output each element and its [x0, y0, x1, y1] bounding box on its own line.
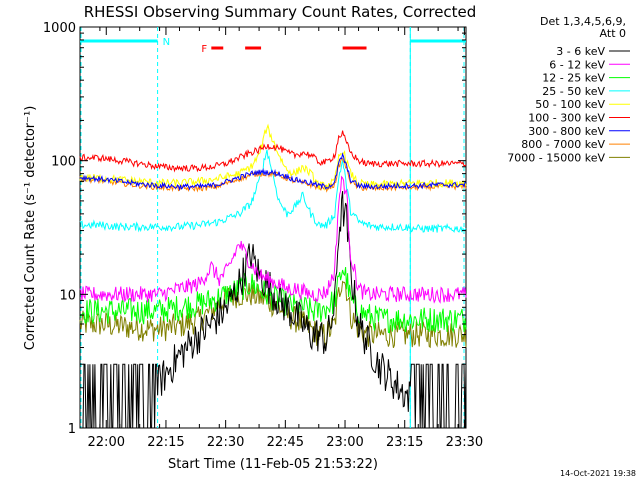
legend-label: 100 - 300 keV: [528, 112, 605, 125]
x-axis-label: Start Time (11-Feb-05 21:53:22): [168, 457, 378, 472]
x-tick-label: 23:30: [446, 435, 483, 450]
x-tick-label: 22:30: [207, 435, 244, 450]
series-line-3-6-kev: [80, 191, 467, 429]
legend-header: Att 0: [600, 27, 626, 40]
plot-border: [79, 26, 467, 429]
series-line-7000-15000-kev: [79, 280, 467, 349]
series-layer: [79, 123, 467, 429]
series-line-300-800-kev: [79, 152, 467, 192]
series-line-50-100-kev: [79, 123, 467, 191]
x-tick-label: 23:00: [326, 435, 363, 450]
x-tick-label: 22:15: [147, 435, 184, 450]
legend-label: 25 - 50 keV: [542, 85, 605, 98]
y-tick-label: 1: [68, 422, 76, 437]
legend-label: 800 - 7000 keV: [521, 138, 605, 151]
x-tick-label: 23:15: [386, 435, 423, 450]
series-line-6-12-kev: [79, 175, 467, 304]
plot-area: [79, 26, 467, 429]
legend-label: 12 - 25 keV: [542, 72, 605, 85]
night-bar-label: N: [163, 37, 170, 48]
legend-label: 3 - 6 keV: [556, 45, 605, 58]
axes: 1 10 100 1000 22:00 22:15 22:30 22:45 23:00 23:15…: [43, 21, 483, 450]
x-tick-label: 22:45: [267, 435, 304, 450]
legend-header: Det 1,3,4,5,6,9,: [540, 15, 626, 28]
legend-label: 6 - 12 keV: [549, 58, 605, 71]
chart-title: RHESSI Observing Summary Count Rates, Co…: [84, 3, 477, 21]
series-line-12-25-kev: [79, 266, 467, 334]
y-tick-label: 10: [59, 288, 76, 303]
legend-label: 50 - 100 keV: [535, 98, 605, 111]
y-tick-label: 100: [51, 155, 76, 170]
legend-label: 300 - 800 keV: [528, 125, 605, 138]
flare-bar-label: F: [201, 44, 207, 55]
timestamp: 14-Oct-2021 19:38: [560, 469, 636, 478]
series-line-100-300-kev: [79, 130, 467, 173]
legend-label: 7000 - 15000 keV: [507, 151, 605, 164]
y-axis-label: Corrected Count Rate (s⁻¹ detector⁻¹): [23, 106, 38, 351]
x-tick-label: 22:00: [88, 435, 125, 450]
y-tick-label: 1000: [43, 21, 76, 36]
